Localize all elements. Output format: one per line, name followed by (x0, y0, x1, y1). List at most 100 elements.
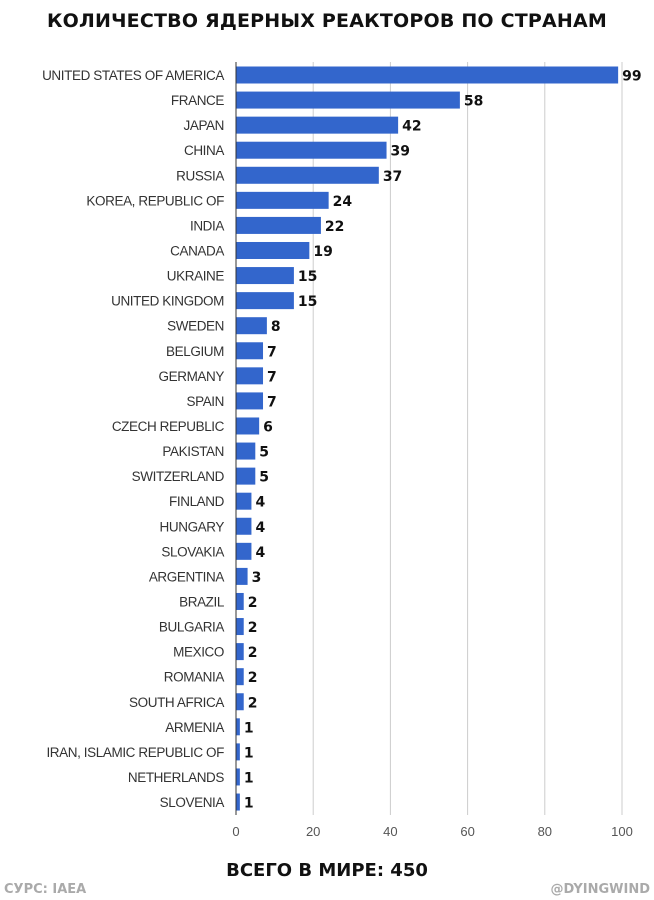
chart-title: КОЛИЧЕСТВО ЯДЕРНЫХ РЕАКТОРОВ ПО СТРАНАМ (46, 10, 608, 32)
bar (236, 367, 264, 385)
source-label: СУРС: IAEA (4, 882, 87, 897)
bar (236, 517, 252, 535)
category-label: INDIA (190, 218, 224, 233)
data-label: 2 (248, 620, 258, 636)
data-label: 5 (259, 445, 269, 461)
category-label: CHINA (184, 143, 224, 158)
category-label: KOREA, REPUBLIC OF (86, 193, 224, 208)
bar (236, 91, 460, 109)
x-tick-label: 80 (538, 824, 552, 839)
category-label: CANADA (170, 243, 224, 258)
category-label: BRAZIL (179, 594, 225, 609)
data-label: 4 (255, 495, 265, 511)
data-label: 42 (402, 119, 421, 135)
data-label: 1 (244, 770, 254, 786)
total-label: ВСЕГО В МИРЕ: 450 (226, 860, 428, 881)
bar (236, 241, 310, 259)
data-label: 2 (248, 670, 258, 686)
data-label: 2 (248, 595, 258, 611)
data-label: 1 (244, 720, 254, 736)
data-label: 58 (464, 94, 483, 110)
data-label: 3 (252, 570, 262, 586)
data-label: 7 (267, 369, 277, 385)
category-label: MEXICO (173, 645, 224, 660)
bar (236, 216, 321, 234)
category-label: HUNGARY (160, 519, 225, 534)
data-label: 37 (383, 169, 402, 185)
bar (236, 417, 260, 435)
data-label: 1 (244, 796, 254, 812)
category-label: ARMENIA (165, 720, 224, 735)
category-label: SWEDEN (167, 319, 224, 334)
data-label: 4 (255, 545, 265, 561)
category-label: SPAIN (186, 394, 224, 409)
data-label: 99 (622, 69, 641, 85)
bar-chart: 0 20 40 60 80 100 UNITED STATES OF AMERICA 99 FR… (42, 62, 642, 839)
data-label: 2 (248, 645, 258, 661)
data-label: 39 (391, 144, 410, 160)
bar (236, 592, 244, 610)
category-label: SWITZERLAND (132, 469, 225, 484)
bar (236, 267, 294, 285)
bar (236, 166, 379, 184)
bar (236, 718, 240, 736)
credit-label: @DYINGWIND (550, 882, 651, 897)
bar (236, 743, 240, 761)
category-label: UKRAINE (167, 269, 225, 284)
category-label: UNITED STATES OF AMERICA (42, 68, 224, 83)
category-label: JAPAN (183, 118, 224, 133)
data-label: 2 (248, 695, 258, 711)
category-label: ARGENTINA (149, 569, 225, 584)
bar (236, 793, 240, 811)
data-label: 15 (298, 294, 317, 310)
data-label: 19 (313, 244, 332, 260)
bar (236, 693, 244, 711)
bar (236, 492, 252, 510)
category-label: PAKISTAN (162, 444, 224, 459)
data-label: 4 (255, 520, 265, 536)
category-label: IRAN, ISLAMIC REPUBLIC OF (46, 745, 224, 760)
category-label: SLOVENIA (160, 795, 225, 810)
bar (236, 567, 248, 585)
bar (236, 191, 329, 209)
bar (236, 292, 294, 310)
x-tick-label: 0 (232, 824, 239, 839)
bar (236, 442, 256, 460)
bar (236, 643, 244, 661)
category-label: CZECH REPUBLIC (112, 419, 225, 434)
category-label: SOUTH AFRICA (129, 695, 224, 710)
data-label: 1 (244, 745, 254, 761)
category-label: FINLAND (169, 494, 225, 509)
data-label: 24 (333, 194, 353, 210)
bar (236, 768, 240, 786)
data-label: 22 (325, 219, 344, 235)
bar (236, 618, 244, 636)
category-label: SLOVAKIA (161, 544, 224, 559)
x-tick-label: 60 (460, 824, 474, 839)
data-label: 7 (267, 344, 277, 360)
category-label: UNITED KINGDOM (111, 294, 224, 309)
category-label: RUSSIA (176, 168, 224, 183)
data-label: 5 (259, 470, 269, 486)
bar (236, 392, 264, 410)
bar (236, 342, 264, 360)
data-label: 7 (267, 394, 277, 410)
bar (236, 317, 267, 335)
bar (236, 542, 252, 560)
category-label: BELGIUM (166, 344, 224, 359)
x-tick-label: 100 (611, 824, 633, 839)
bar (236, 66, 619, 84)
category-label: GERMANY (159, 369, 225, 384)
x-tick-label: 40 (383, 824, 397, 839)
bar (236, 116, 399, 134)
category-label: NETHERLANDS (128, 770, 225, 785)
data-label: 6 (263, 419, 273, 435)
data-label: 15 (298, 269, 317, 285)
category-label: BULGARIA (159, 620, 224, 635)
bar (236, 668, 244, 686)
bar (236, 141, 387, 159)
category-label: ROMANIA (164, 670, 225, 685)
x-tick-label: 20 (306, 824, 320, 839)
data-label: 8 (271, 319, 281, 335)
category-label: FRANCE (171, 93, 224, 108)
